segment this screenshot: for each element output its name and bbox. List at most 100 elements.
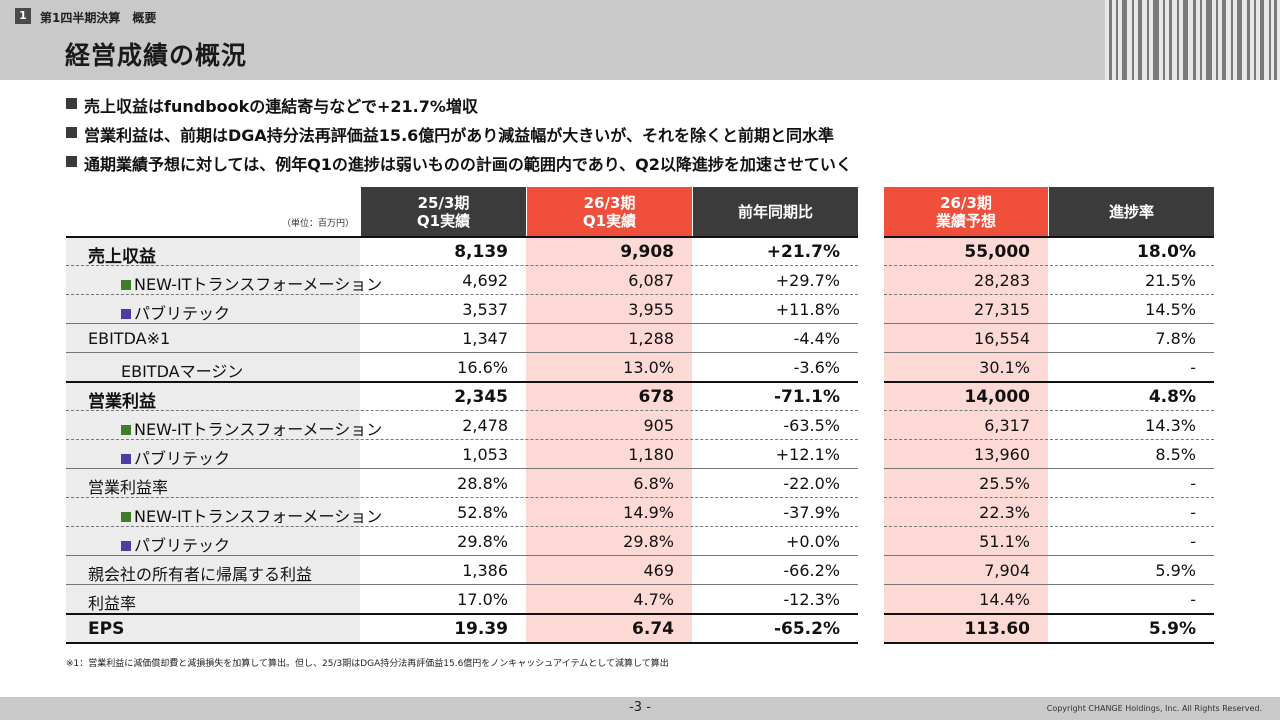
table-cell: 4.7% [633, 590, 674, 609]
table-row: NEW-ITトランスフォーメーション 2,478 905 -63.5% 6,317 14.… [66, 411, 1214, 440]
table-cell: 29.8% [457, 532, 508, 551]
row-label: パブリテック [121, 300, 230, 324]
header-forecast: 26/3期 業績予想 [884, 187, 1048, 237]
table-cell: 6.8% [633, 474, 674, 493]
row-divider [66, 613, 858, 615]
table-cell: 21.5% [1145, 271, 1196, 290]
bullet-square-icon [66, 98, 77, 109]
row-divider [884, 526, 1214, 527]
row-divider [884, 323, 1214, 324]
header-progress: 進捗率 [1049, 187, 1214, 237]
table-cell: 3,537 [462, 300, 508, 319]
table-cell: 113.60 [964, 619, 1030, 639]
row-divider [884, 381, 1214, 383]
row-divider [66, 497, 858, 498]
row-divider [884, 497, 1214, 498]
table-row: 売上収益 8,139 9,908 +21.7% 55,000 18.0% [66, 237, 1214, 267]
header-current-q1: 26/3期 Q1実績 [527, 187, 692, 237]
table-cell: 4.8% [1148, 387, 1196, 407]
table-cell: - [1190, 503, 1196, 522]
page-title: 経営成績の概況 [65, 41, 248, 70]
table-cell: 19.39 [454, 619, 508, 639]
table-cell: 27,315 [974, 300, 1030, 319]
table-cell: 7.8% [1155, 329, 1196, 348]
bullet-square-icon [66, 127, 77, 138]
table-row: EBITDAマージン 16.6% 13.0% -3.6% 30.1% - [66, 353, 1214, 382]
barcode-decoration [1105, 0, 1280, 80]
row-divider [884, 584, 1214, 585]
slide-header: 1 第1四半期決算 概要 経営成績の概況 [0, 0, 1280, 80]
table-cell: 25.5% [979, 474, 1030, 493]
table-cell: 14.9% [623, 503, 674, 522]
row-divider [884, 439, 1214, 440]
row-divider [66, 555, 858, 556]
slide-footer: -3 - Copyright CHANGE Holdings, Inc. All… [0, 697, 1280, 720]
table-cell: 22.3% [979, 503, 1030, 522]
table-cell: 9,908 [620, 242, 674, 262]
table-cell: 2,478 [462, 416, 508, 435]
table-row: EPS 19.39 6.74 -65.2% 113.60 5.9% [66, 614, 1214, 643]
table-row: パブリテック 3,537 3,955 +11.8% 27,315 14.5% [66, 295, 1214, 324]
forecast-column-background [884, 237, 1048, 644]
row-divider [884, 642, 1214, 644]
row-divider [884, 352, 1214, 353]
table-cell: 1,347 [462, 329, 508, 348]
table-cell: -65.2% [773, 619, 840, 639]
table-cell: 6,087 [628, 271, 674, 290]
table-row: 利益率 17.0% 4.7% -12.3% 14.4% - [66, 585, 1214, 614]
table-cell: 5.9% [1155, 561, 1196, 580]
row-label: NEW-ITトランスフォーメーション [121, 271, 382, 295]
table-row: NEW-ITトランスフォーメーション 52.8% 14.9% -37.9% 22.3% - [66, 498, 1214, 527]
row-label: 親会社の所有者に帰属する利益 [88, 565, 313, 584]
table-cell: 29.8% [623, 532, 674, 551]
segment-green-marker-icon [121, 280, 131, 290]
bullet-square-icon [66, 156, 77, 167]
table-cell: -12.3% [783, 590, 840, 609]
table-cell: - [1190, 358, 1196, 377]
table-cell: 17.0% [457, 590, 508, 609]
table-cell: - [1190, 532, 1196, 551]
table-cell: 30.1% [979, 358, 1030, 377]
table-cell: 16.6% [457, 358, 508, 377]
table-cell: 469 [643, 561, 674, 580]
segment-green-marker-icon [121, 425, 131, 435]
table-cell: 51.1% [979, 532, 1030, 551]
header-yoy: 前年同期比 [693, 187, 858, 237]
row-label: EBITDAマージン [121, 362, 244, 381]
table-cell: 8.5% [1155, 445, 1196, 464]
row-divider [66, 294, 858, 295]
table-cell: 7,904 [984, 561, 1030, 580]
row-divider [884, 410, 1214, 411]
table-cell: 1,180 [628, 445, 674, 464]
table-cell: 28,283 [974, 271, 1030, 290]
table-cell: 6.74 [632, 619, 674, 639]
table-cell: 1,288 [628, 329, 674, 348]
row-divider [66, 410, 858, 411]
row-divider [66, 526, 858, 527]
segment-green-marker-icon [121, 512, 131, 522]
table-cell: 678 [638, 387, 675, 407]
segment-purple-marker-icon [121, 454, 131, 464]
table-cell: 14.3% [1145, 416, 1196, 435]
table-cell: 1,053 [462, 445, 508, 464]
table-cell: 4,692 [462, 271, 508, 290]
table-cell: 28.8% [457, 474, 508, 493]
row-divider [66, 468, 858, 469]
table-cell: 55,000 [964, 242, 1030, 262]
segment-purple-marker-icon [121, 309, 131, 319]
table-row: EBITDA※1 1,347 1,288 -4.4% 16,554 7.8% [66, 324, 1214, 353]
row-label: 利益率 [88, 594, 137, 613]
table-cell: - [1190, 590, 1196, 609]
table-cell: 2,345 [454, 387, 508, 407]
row-label: 営業利益 [88, 392, 156, 412]
table-cell: +0.0% [785, 532, 840, 551]
table-cell: -71.1% [773, 387, 840, 407]
row-label: NEW-ITトランスフォーメーション [121, 503, 382, 527]
row-label: EPS [88, 619, 125, 639]
row-label: EBITDA※1 [88, 329, 171, 348]
table-cell: 52.8% [457, 503, 508, 522]
table-cell: 13,960 [974, 445, 1030, 464]
table-cell: +11.8% [775, 300, 840, 319]
table-row: パブリテック 1,053 1,180 +12.1% 13,960 8.5% [66, 440, 1214, 469]
row-label: パブリテック [121, 532, 230, 556]
